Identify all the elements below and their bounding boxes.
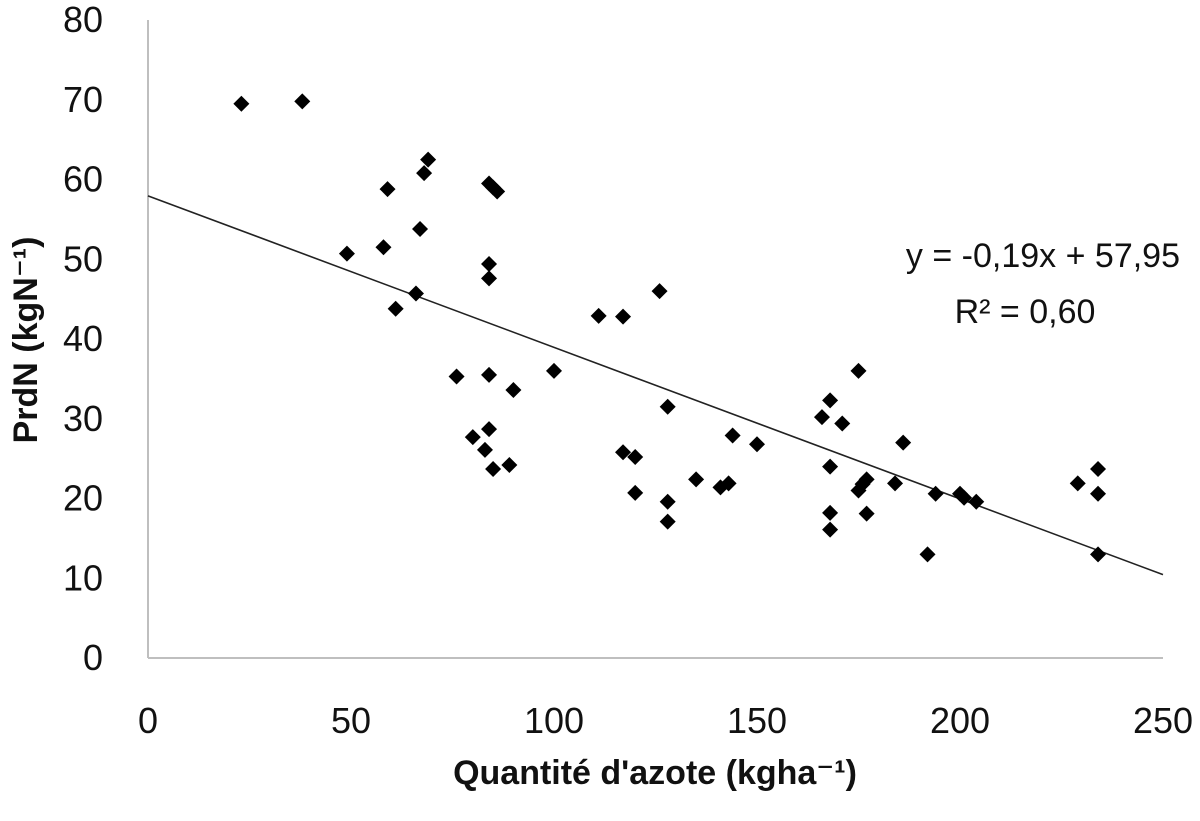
data-point	[416, 165, 433, 182]
data-point	[822, 392, 839, 409]
data-point	[659, 493, 676, 510]
data-point	[294, 93, 311, 110]
trendline-equation: y = -0,19x + 57,95	[906, 237, 1180, 275]
x-tick-label: 200	[930, 700, 990, 741]
y-tick-label: 40	[63, 318, 103, 359]
data-point	[615, 444, 632, 461]
data-point	[1069, 475, 1086, 492]
x-axis-title: Quantité d'azote (kgha⁻¹)	[453, 754, 857, 792]
data-point	[420, 151, 437, 168]
data-point	[720, 475, 737, 492]
data-point	[627, 449, 644, 466]
data-point	[338, 245, 355, 262]
data-point	[822, 504, 839, 521]
y-tick-label: 80	[63, 0, 103, 40]
data-point	[651, 283, 668, 300]
data-point	[927, 485, 944, 502]
x-tick-labels: 0 50 100 150 200 250	[138, 700, 1193, 741]
data-point	[813, 409, 830, 426]
x-tick-label: 0	[138, 700, 158, 741]
x-tick-label: 150	[727, 700, 787, 741]
data-point	[489, 183, 506, 200]
data-point	[615, 308, 632, 325]
data-points	[233, 93, 1107, 563]
data-point	[485, 460, 502, 477]
x-tick-label: 250	[1133, 700, 1193, 741]
data-point	[464, 429, 481, 446]
data-point	[1090, 546, 1107, 563]
data-point	[858, 505, 875, 522]
data-point	[919, 546, 936, 563]
data-point	[481, 421, 498, 438]
data-point	[724, 427, 741, 444]
data-point	[481, 366, 498, 383]
trendline-r-squared: R² = 0,60	[955, 293, 1096, 331]
y-axis-title: PrdN (kgN⁻¹)	[7, 237, 45, 444]
data-point	[481, 256, 498, 273]
data-point	[505, 382, 522, 399]
y-tick-label: 0	[83, 637, 103, 678]
data-point	[968, 493, 985, 510]
data-point	[956, 489, 973, 506]
y-tick-label: 10	[63, 557, 103, 598]
trendline	[147, 195, 1164, 576]
y-tick-labels: 0 10 20 30 40 50 60 70 80	[63, 0, 103, 678]
plot-area: 0 10 20 30 40 50 60 70 80 0 50 100 150 200 250	[63, 0, 1193, 741]
data-point	[448, 368, 465, 385]
data-point	[1090, 485, 1107, 502]
data-point	[858, 471, 875, 488]
data-point	[476, 441, 493, 458]
data-point	[822, 521, 839, 538]
data-point	[590, 307, 607, 324]
data-point	[895, 434, 912, 451]
data-point	[850, 362, 867, 379]
data-point	[501, 457, 518, 474]
data-point	[407, 285, 424, 302]
data-point	[822, 458, 839, 475]
data-point	[887, 475, 904, 492]
data-point	[659, 513, 676, 530]
data-point	[379, 181, 396, 198]
y-tick-label: 30	[63, 398, 103, 439]
x-tick-label: 100	[524, 700, 584, 741]
y-tick-label: 20	[63, 478, 103, 519]
y-tick-label: 70	[63, 79, 103, 120]
y-tick-label: 60	[63, 159, 103, 200]
x-tick-label: 50	[331, 700, 371, 741]
data-point	[481, 270, 498, 287]
data-point	[1090, 460, 1107, 477]
data-point	[387, 300, 404, 317]
data-point	[627, 484, 644, 501]
data-point	[412, 220, 429, 237]
y-tick-label: 50	[63, 238, 103, 279]
data-point	[688, 471, 705, 488]
data-point	[834, 415, 851, 432]
data-point	[375, 239, 392, 256]
data-point	[233, 95, 250, 112]
data-point	[546, 362, 562, 379]
data-point	[659, 398, 676, 415]
data-point	[749, 436, 765, 453]
